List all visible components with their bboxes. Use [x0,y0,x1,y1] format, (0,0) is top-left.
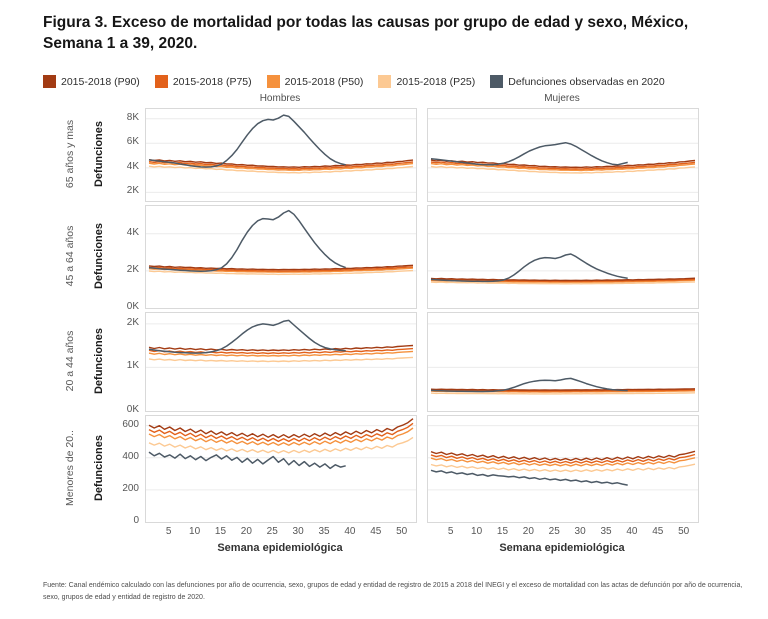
x-tick-label: 10 [189,526,201,537]
x-tick-label: 20 [240,526,252,537]
row-label-age-group: 45 a 64 años [64,225,76,287]
panel-hombres-row-3 [145,312,417,412]
x-tick-label: 25 [548,526,560,537]
y-tick-label: 4K [126,226,139,238]
legend-item-5: Defunciones observadas en 2020 [490,75,665,88]
row-label-age-group: Menores de 20.. [64,430,76,506]
x-tick-label: 40 [344,526,356,537]
y-tick-label: 8K [126,111,139,123]
x-tick-label: 10 [471,526,483,537]
x-tick-label: 35 [600,526,612,537]
legend-swatch-icon [490,75,504,88]
x-tick-label: 50 [396,526,408,537]
legend-swatch-icon [43,75,56,88]
x-axis-label-mujeres: Semana epidemiológica [499,542,625,554]
x-tick-label: 35 [318,526,330,537]
x-tick-label: 30 [574,526,586,537]
source-note: Fuente: Canal endémico calculado con las… [43,582,743,601]
legend-item-3: 2015-2018 (P50) [266,75,364,88]
y-tick-label: 1K [126,360,139,372]
x-tick-label: 40 [626,526,638,537]
legend-label: 2015-2018 (P50) [284,75,364,88]
y-tick-label: 0K [126,301,139,312]
y-tick-label: 600 [122,418,139,430]
x-tick-label: 5 [165,526,172,537]
x-axis-label-hombres: Semana epidemiológica [217,542,343,554]
x-tick-label: 45 [652,526,664,537]
legend-label: 2015-2018 (P75) [172,75,252,88]
y-tick-label: 0K [126,404,139,415]
legend-swatch-icon [154,75,168,88]
y-tick-label: 2K [126,316,139,328]
y-tick-label: 0 [133,515,139,526]
legend-label: 2015-2018 (P90) [61,75,140,88]
row-label-age-group: 20 a 44 años [64,330,76,392]
legend-label: Defunciones observadas en 2020 [508,75,665,88]
column-header-mujeres: Mujeres [544,93,580,104]
y-tick-label: 6K [126,136,139,148]
panel-mujeres-row-1 [427,108,699,202]
legend-label: 2015-2018 (P25) [396,75,476,88]
figure-title: Figura 3. Exceso de mortalidad por todas… [43,14,689,53]
y-tick-label: 2K [126,185,139,197]
legend-swatch-icon [266,75,280,88]
x-tick-label: 15 [214,526,227,537]
legend-item-2: 2015-2018 (P75) [154,75,252,88]
panel-mujeres-row-3 [427,312,699,412]
y-tick-label: 2K [126,263,139,275]
y-tick-label: 4K [126,160,139,172]
x-tick-label: 20 [522,526,534,537]
panel-mujeres-row-2 [427,205,699,309]
x-tick-label: 25 [266,526,278,537]
legend-item-4: 2015-2018 (P25) [378,75,475,88]
panel-mujeres-row-4 [427,415,699,523]
row-label-age-group: 65 años y mas [64,119,76,189]
y-axis-title: Defunciones [93,120,105,188]
x-tick-label: 30 [292,526,304,537]
x-tick-label: 50 [678,526,690,537]
legend: 2015-2018 (P90) 2015-2018 (P75) 2015-2018 … [43,75,665,88]
y-tick-label: 400 [122,450,139,462]
x-tick-label: 15 [496,526,509,537]
x-tick-label: 45 [370,526,382,537]
x-tick-label: 5 [447,526,454,537]
panel-hombres-row-4 [145,415,417,523]
panel-hombres-row-2 [145,205,417,309]
column-header-hombres: Hombres [259,93,301,104]
panel-hombres-row-1 [145,108,417,202]
legend-swatch-icon [378,75,392,88]
y-tick-label: 200 [122,482,139,494]
legend-item-1: 2015-2018 (P90) [43,75,140,88]
